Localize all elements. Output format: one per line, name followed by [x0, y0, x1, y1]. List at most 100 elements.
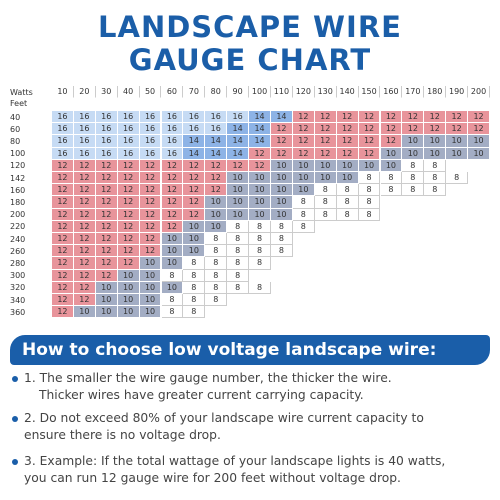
feet-label-cell: 280 — [10, 258, 26, 268]
gauge-cell: 12 — [139, 196, 162, 209]
gauge-cell: 12 — [183, 172, 206, 185]
gauge-cell: 12 — [73, 233, 96, 246]
gauge-cell: 12 — [380, 111, 403, 124]
gauge-cell: 12 — [52, 257, 74, 270]
gauge-cell: 16 — [161, 123, 184, 136]
gauge-cell: 8 — [249, 245, 271, 258]
gauge-cell: 12 — [139, 220, 162, 233]
gauge-cell: 12 — [161, 184, 184, 197]
gauge-cell: 10 — [271, 196, 293, 209]
gauge-cell: 16 — [183, 111, 206, 124]
gauge-cell: 12 — [73, 281, 96, 294]
gauge-cell: 16 — [161, 111, 184, 124]
bullet-text: 2. Do not exceed 80% of your landscape w… — [24, 411, 424, 425]
gauge-cell: 12 — [183, 208, 206, 221]
gauge-cell: 16 — [139, 123, 162, 136]
gauge-cell: 12 — [73, 172, 96, 185]
watts-header: 30 — [95, 86, 118, 98]
gauge-cell: 12 — [249, 147, 271, 160]
gauge-cell: 12 — [95, 159, 118, 172]
gauge-cell: 14 — [183, 135, 206, 148]
gauge-cell: 10 — [161, 281, 184, 294]
gauge-cell: 8 — [227, 245, 250, 258]
gauge-cell: 14 — [271, 111, 293, 124]
bullet-item: 3. Example: If the total wattage of your… — [10, 453, 490, 487]
gauge-cell: 12 — [292, 123, 315, 136]
gauge-cell: 16 — [52, 123, 74, 136]
gauge-cell: 12 — [95, 208, 118, 221]
gauge-cell: 12 — [52, 172, 74, 185]
gauge-cell: 12 — [95, 220, 118, 233]
gauge-cell: 8 — [380, 184, 403, 197]
gauge-cell: 12 — [402, 111, 425, 124]
gauge-cell: 12 — [73, 294, 96, 307]
gauge-cell: 8 — [249, 257, 271, 270]
gauge-cell: 10 — [424, 147, 447, 160]
gauge-cell: 12 — [336, 147, 359, 160]
gauge-cell: 10 — [161, 233, 184, 246]
gauge-cell: 12 — [139, 159, 162, 172]
gauge-cell: 8 — [183, 269, 206, 282]
gauge-cell: 14 — [249, 135, 271, 148]
gauge-cell: 12 — [117, 184, 140, 197]
gauge-cell: 10 — [139, 306, 162, 319]
gauge-cell: 8 — [227, 220, 250, 233]
gauge-cell: 8 — [249, 233, 271, 246]
gauge-cell: 10 — [380, 159, 403, 172]
gauge-cell: 10 — [139, 281, 162, 294]
gauge-cell: 10 — [205, 208, 228, 221]
gauge-cell: 12 — [161, 208, 184, 221]
gauge-cell: 12 — [468, 123, 490, 136]
gauge-cell: 8 — [205, 294, 228, 307]
gauge-cell: 16 — [95, 147, 118, 160]
gauge-cell: 12 — [117, 196, 140, 209]
gauge-cell: 12 — [95, 245, 118, 258]
gauge-cell: 16 — [73, 147, 96, 160]
bullet-text: you can run 12 gauge wire for 200 feet w… — [24, 471, 401, 485]
gauge-cell: 10 — [314, 172, 337, 185]
gauge-cell: 10 — [271, 172, 293, 185]
gauge-cell: 10 — [117, 306, 140, 319]
gauge-cell: 16 — [73, 123, 96, 136]
gauge-cell: 12 — [358, 111, 381, 124]
feet-label-cell: 300 — [10, 271, 26, 281]
gauge-cell: 8 — [402, 184, 425, 197]
gauge-cell: 12 — [52, 220, 74, 233]
gauge-cell: 10 — [336, 172, 359, 185]
gauge-cell: 8 — [358, 208, 381, 221]
title-line: GAUGE CHART — [128, 43, 372, 77]
gauge-cell: 12 — [314, 147, 337, 160]
gauge-cell: 16 — [205, 111, 228, 124]
gauge-cell: 16 — [52, 135, 74, 148]
feet-label-cell: 340 — [10, 295, 26, 305]
gauge-cell: 16 — [161, 135, 184, 148]
gauge-cell: 10 — [117, 281, 140, 294]
gauge-cell: 8 — [161, 306, 184, 319]
gauge-cell: 12 — [271, 123, 293, 136]
gauge-cell: 12 — [52, 196, 74, 209]
watts-header: 80 — [205, 86, 228, 98]
watts-header: 70 — [183, 86, 206, 98]
gauge-cell: 10 — [139, 257, 162, 270]
gauge-cell: 10 — [161, 257, 184, 270]
gauge-cell: 12 — [249, 159, 271, 172]
gauge-cell: 10 — [227, 208, 250, 221]
gauge-cell: 8 — [249, 281, 271, 294]
gauge-cell: 12 — [95, 257, 118, 270]
gauge-cell: 8 — [161, 294, 184, 307]
gauge-cell: 10 — [249, 184, 271, 197]
gauge-cell: 12 — [73, 184, 96, 197]
gauge-cell: 8 — [205, 245, 228, 258]
gauge-cell: 16 — [205, 123, 228, 136]
bullet-dot — [12, 459, 18, 465]
gauge-cell: 12 — [292, 147, 315, 160]
gauge-cell: 12 — [52, 294, 74, 307]
watts-header: 120 — [292, 86, 315, 98]
gauge-cell: 12 — [314, 111, 337, 124]
gauge-cell: 8 — [358, 184, 381, 197]
gauge-cell: 10 — [314, 159, 337, 172]
gauge-table: Watts Feet 10 20 30 40 50 60 70 80 90 100 110 120 130 1… — [10, 84, 490, 324]
gauge-cell: 10 — [205, 220, 228, 233]
gauge-cell: 12 — [358, 147, 381, 160]
